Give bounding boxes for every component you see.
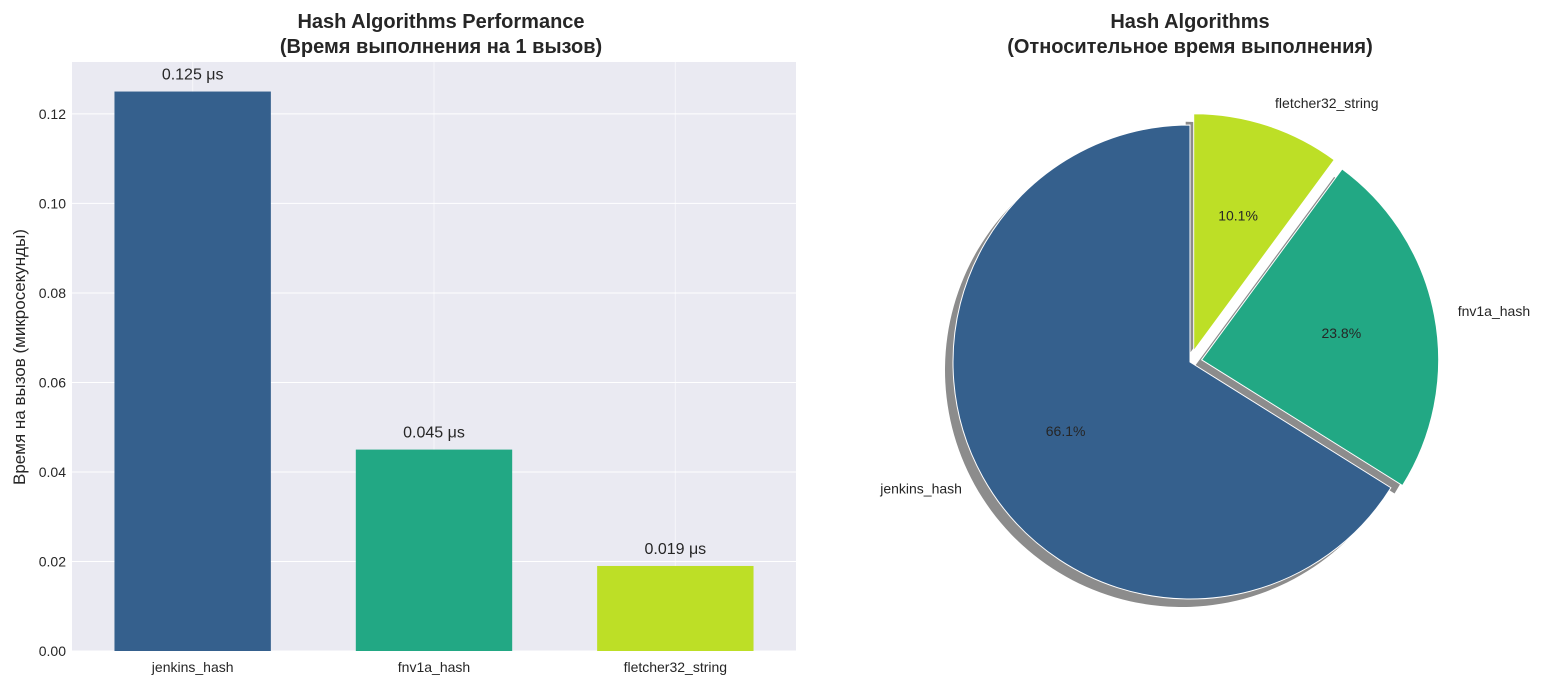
pie-slice-jenkins_hash bbox=[952, 124, 1392, 600]
pie-label: jenkins_hash bbox=[879, 480, 962, 496]
y-tick-label: 0.02 bbox=[39, 553, 66, 569]
pie-label: fletcher32_string bbox=[1275, 95, 1379, 111]
bar-fnv1a_hash bbox=[355, 449, 513, 651]
x-tick-label: fletcher32_string bbox=[624, 659, 728, 675]
x-tick-label: fnv1a_hash bbox=[398, 659, 470, 675]
bar-fletcher32_string bbox=[597, 565, 754, 651]
y-tick-label: 0.12 bbox=[39, 106, 66, 122]
bar-jenkins_hash bbox=[114, 91, 271, 652]
y-tick-label: 0.08 bbox=[39, 285, 66, 301]
pie-pct-label: 10.1% bbox=[1218, 208, 1258, 224]
pie-pct-label: 66.1% bbox=[1046, 423, 1086, 439]
y-tick-label: 0.10 bbox=[39, 195, 66, 211]
y-tick-label: 0.00 bbox=[39, 643, 66, 659]
bar-title: Hash Algorithms Performance bbox=[297, 11, 584, 33]
bar-ylabel: Время на вызов (микросекунды) bbox=[10, 229, 29, 485]
pie-slice-fletcher32_string bbox=[1193, 113, 1335, 353]
x-tick-label: jenkins_hash bbox=[151, 659, 234, 675]
bar-subtitle: (Время выполнения на 1 вызов) bbox=[280, 36, 602, 58]
pie-subtitle: (Относительное время выполнения) bbox=[1007, 36, 1373, 58]
pie-slice-fnv1a_hash bbox=[1200, 168, 1440, 487]
pie-title: Hash Algorithms bbox=[1110, 11, 1269, 33]
y-tick-label: 0.04 bbox=[39, 464, 66, 480]
bar-data-label: 0.125 μs bbox=[162, 67, 224, 84]
bar-data-label: 0.045 μs bbox=[403, 425, 465, 442]
y-tick-label: 0.06 bbox=[39, 374, 66, 390]
pie-label: fnv1a_hash bbox=[1458, 303, 1530, 319]
bar-data-label: 0.019 μs bbox=[644, 541, 706, 558]
pie-pct-label: 23.8% bbox=[1321, 325, 1361, 341]
